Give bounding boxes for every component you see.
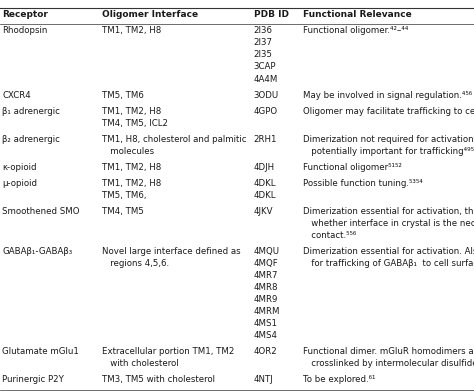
- Text: molecules: molecules: [102, 147, 154, 156]
- Text: TM1, TM2, H8: TM1, TM2, H8: [102, 179, 161, 188]
- Text: TM1, TM2, H8: TM1, TM2, H8: [102, 163, 161, 172]
- Text: Purinergic P2Y: Purinergic P2Y: [2, 376, 64, 385]
- Text: Functional oligomer.⁴²–⁴⁴: Functional oligomer.⁴²–⁴⁴: [303, 26, 409, 35]
- Text: 4JKV: 4JKV: [254, 207, 273, 216]
- Text: Functional oligomer⁵¹⁵²: Functional oligomer⁵¹⁵²: [303, 163, 402, 172]
- Text: 4MQU: 4MQU: [254, 247, 280, 256]
- Text: TM5, TM6: TM5, TM6: [102, 91, 144, 100]
- Text: CXCR4: CXCR4: [2, 91, 31, 100]
- Text: 2RH1: 2RH1: [254, 135, 277, 144]
- Text: Novel large interface defined as: Novel large interface defined as: [102, 247, 240, 256]
- Text: Rhodopsin: Rhodopsin: [2, 26, 48, 35]
- Text: regions 4,5,6.: regions 4,5,6.: [102, 259, 169, 268]
- Text: 4MS4: 4MS4: [254, 331, 278, 340]
- Text: May be involved in signal regulation.⁴⁵⁶: May be involved in signal regulation.⁴⁵⁶: [303, 91, 473, 100]
- Text: 2I37: 2I37: [254, 38, 273, 47]
- Text: 3ODU: 3ODU: [254, 91, 279, 100]
- Text: 4MR8: 4MR8: [254, 283, 278, 292]
- Text: Glutamate mGlu1: Glutamate mGlu1: [2, 347, 79, 356]
- Text: 4GPO: 4GPO: [254, 107, 278, 116]
- Text: 4A4M: 4A4M: [254, 74, 278, 83]
- Text: TM3, TM5 with cholesterol: TM3, TM5 with cholesterol: [102, 376, 215, 385]
- Text: 4MRM: 4MRM: [254, 307, 280, 316]
- Text: 4NTJ: 4NTJ: [254, 376, 273, 385]
- Text: 2I36: 2I36: [254, 26, 273, 35]
- Text: To be explored.⁶¹: To be explored.⁶¹: [303, 376, 376, 385]
- Text: Possible function tuning.⁵³⁵⁴: Possible function tuning.⁵³⁵⁴: [303, 179, 423, 188]
- Text: potentially important for trafficking⁴⁹⁵⁰: potentially important for trafficking⁴⁹⁵…: [303, 147, 474, 156]
- Text: Functional Relevance: Functional Relevance: [303, 10, 412, 19]
- Text: TM1, TM2, H8: TM1, TM2, H8: [102, 107, 161, 116]
- Text: Dimerization essential for activation. Also necessary: Dimerization essential for activation. A…: [303, 247, 474, 256]
- Text: 4MQF: 4MQF: [254, 259, 278, 268]
- Text: with cholesterol: with cholesterol: [102, 359, 179, 368]
- Text: GABAβ₁-GABAβ₃: GABAβ₁-GABAβ₃: [2, 247, 73, 256]
- Text: Smoothened SMO: Smoothened SMO: [2, 207, 80, 216]
- Text: β₁ adrenergic: β₁ adrenergic: [2, 107, 60, 116]
- Text: β₂ adrenergic: β₂ adrenergic: [2, 135, 60, 144]
- Text: PDB ID: PDB ID: [254, 10, 289, 19]
- Text: Dimerization not required for activation, but: Dimerization not required for activation…: [303, 135, 474, 144]
- Text: TM4, TM5, ICL2: TM4, TM5, ICL2: [102, 119, 168, 128]
- Text: Functional dimer. mGluR homodimers are: Functional dimer. mGluR homodimers are: [303, 347, 474, 356]
- Text: contact.⁵⁵⁶: contact.⁵⁵⁶: [303, 231, 356, 240]
- Text: 4DJH: 4DJH: [254, 163, 275, 172]
- Text: κ-opioid: κ-opioid: [2, 163, 37, 172]
- Text: crosslinked by intermolecular disulfide bond.⁵⁹⁶⁰: crosslinked by intermolecular disulfide …: [303, 359, 474, 368]
- Text: 4MR7: 4MR7: [254, 271, 278, 280]
- Text: TM5, TM6,: TM5, TM6,: [102, 191, 146, 200]
- Text: Oligomer Interface: Oligomer Interface: [102, 10, 198, 19]
- Text: μ-opioid: μ-opioid: [2, 179, 37, 188]
- Text: 4DKL: 4DKL: [254, 191, 276, 200]
- Text: TM1, H8, cholesterol and palmitic: TM1, H8, cholesterol and palmitic: [102, 135, 246, 144]
- Text: 4OR2: 4OR2: [254, 347, 277, 356]
- Text: for trafficking of GABAβ₁  to cell surface.⁵⁷⁸: for trafficking of GABAβ₁ to cell surfac…: [303, 259, 474, 268]
- Text: Receptor: Receptor: [2, 10, 48, 19]
- Text: Extracellular portion TM1, TM2: Extracellular portion TM1, TM2: [102, 347, 234, 356]
- Text: Oligomer may facilitate trafficking to cell surface⁴⁷⁸: Oligomer may facilitate trafficking to c…: [303, 107, 474, 116]
- Text: whether interface in crystal is the necessary: whether interface in crystal is the nece…: [303, 219, 474, 228]
- Text: Dimerization essential for activation, though unclear: Dimerization essential for activation, t…: [303, 207, 474, 216]
- Text: TM4, TM5: TM4, TM5: [102, 207, 144, 216]
- Text: 4DKL: 4DKL: [254, 179, 276, 188]
- Text: 3CAP: 3CAP: [254, 62, 276, 71]
- Text: 4MR9: 4MR9: [254, 295, 278, 304]
- Text: TM1, TM2, H8: TM1, TM2, H8: [102, 26, 161, 35]
- Text: 2I35: 2I35: [254, 51, 273, 60]
- Text: 4MS1: 4MS1: [254, 319, 278, 328]
